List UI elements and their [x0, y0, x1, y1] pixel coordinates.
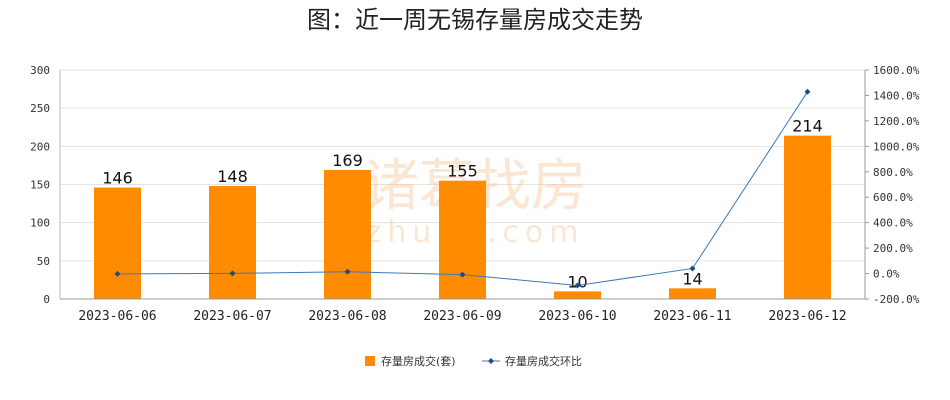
y-left-tick-label: 0 — [43, 293, 50, 306]
bar — [554, 291, 601, 299]
bar-value-label: 214 — [792, 117, 823, 136]
bar-value-label: 10 — [567, 272, 587, 291]
y-right-tick-label: 200.0% — [873, 242, 913, 255]
y-right-tick-label: 1000.0% — [873, 140, 920, 153]
x-tick-label: 2023-06-08 — [308, 309, 386, 324]
y-left-tick-label: 50 — [37, 255, 50, 268]
y-left-tick-label: 200 — [30, 140, 50, 153]
x-tick-label: 2023-06-11 — [653, 309, 731, 324]
chart-title: 图：近一周无锡存量房成交走势 — [307, 6, 643, 34]
bar — [209, 186, 256, 299]
bar — [669, 288, 716, 299]
y-right-tick-label: 800.0% — [873, 166, 913, 179]
line-point — [114, 270, 121, 277]
y-right-tick-label: 400.0% — [873, 217, 913, 230]
x-tick-label: 2023-06-07 — [193, 309, 271, 324]
bar — [439, 180, 486, 299]
legend-label-line: 存量房成交环比 — [505, 354, 582, 368]
y-left-tick-label: 100 — [30, 217, 50, 230]
bar-value-label: 14 — [682, 269, 702, 288]
line-point — [804, 88, 811, 95]
y-right-tick-label: 1200.0% — [873, 115, 920, 128]
bar-value-label: 169 — [332, 151, 363, 170]
legend: 存量房成交(套) 存量房成交环比 — [365, 354, 582, 368]
line-point — [229, 270, 236, 277]
legend-swatch-bar — [365, 356, 375, 366]
bar — [784, 135, 831, 299]
x-tick-label: 2023-06-10 — [538, 309, 616, 324]
legend-label-bar: 存量房成交(套) — [381, 354, 456, 368]
bar-value-label: 155 — [447, 162, 478, 181]
bar-value-label: 146 — [102, 169, 133, 188]
y-right-tick-label: -200.0% — [873, 293, 920, 306]
line-point — [689, 265, 696, 272]
bar — [324, 169, 371, 299]
line-series — [114, 88, 811, 289]
y-right-tick-label: 1600.0% — [873, 64, 920, 77]
bars: 146 148 169 155 10 14 214 — [94, 117, 831, 299]
line-point — [459, 271, 466, 278]
bar — [94, 187, 141, 299]
line-point — [344, 268, 351, 275]
y-left-tick-label: 250 — [30, 102, 50, 115]
axes: 0 50 100 150 200 250 300 -200.0% 0.0% 200.0% 400.0… — [30, 64, 920, 324]
x-tick-label: 2023-06-09 — [423, 309, 501, 324]
y-left-tick-label: 300 — [30, 64, 50, 77]
bar-value-label: 148 — [217, 167, 248, 186]
y-right-tick-label: 600.0% — [873, 191, 913, 204]
legend-marker-line — [488, 358, 494, 364]
x-tick-label: 2023-06-06 — [78, 309, 156, 324]
line-point — [574, 282, 581, 289]
x-tick-label: 2023-06-12 — [768, 309, 846, 324]
y-right-tick-label: 0.0% — [873, 268, 900, 281]
y-right-tick-label: 1400.0% — [873, 89, 920, 102]
y-left-tick-label: 150 — [30, 179, 50, 192]
